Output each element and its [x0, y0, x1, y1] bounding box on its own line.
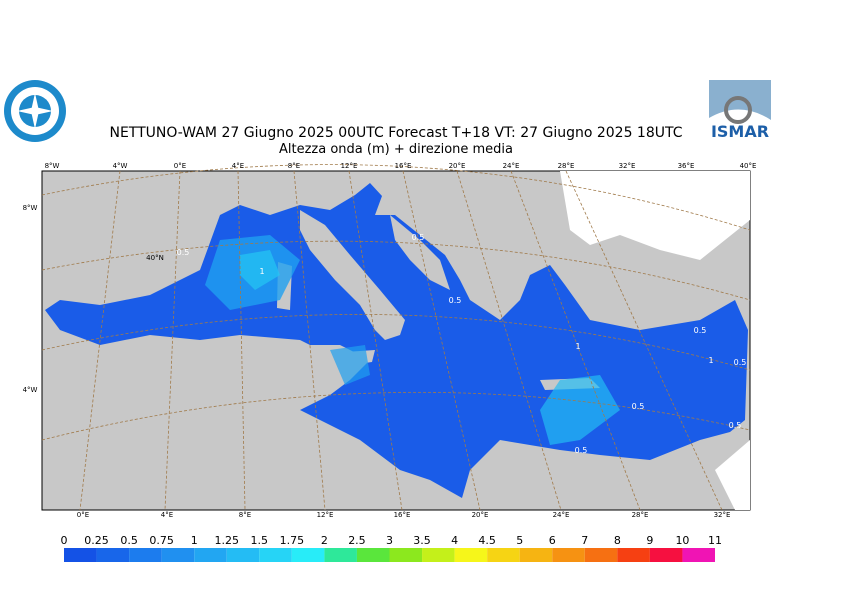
contour-label: 0.5 [694, 326, 707, 335]
colorbar-box [161, 548, 195, 562]
grid-label: 8°E [239, 511, 251, 519]
contour-label: 1 [575, 342, 580, 351]
colorbar-box [64, 548, 97, 562]
colorbar-box [584, 548, 618, 562]
colorbar-label: 5 [516, 534, 523, 547]
contour-label: 0.5 [734, 358, 747, 367]
colorbar-box [389, 548, 423, 562]
grid-label: 4°E [232, 162, 244, 170]
grid-label: 40°N [146, 254, 164, 262]
colorbar-label: 10 [675, 534, 689, 547]
grid-label: 4°W [113, 162, 128, 170]
grid-label: 40°E [740, 162, 757, 170]
colorbar-box [291, 548, 325, 562]
grid-label: 12°E [341, 162, 358, 170]
colorbar-label: 4.5 [478, 534, 496, 547]
colorbar-label: 1.75 [280, 534, 305, 547]
colorbar-box [226, 548, 260, 562]
svg-text:ISMAR: ISMAR [711, 122, 769, 141]
colorbar-label: 0.25 [84, 534, 109, 547]
colorbar-label: 0.5 [120, 534, 138, 547]
grid-label: 8°W [45, 162, 60, 170]
colorbar-label: 3.5 [413, 534, 431, 547]
grid-label: 16°E [394, 511, 411, 519]
subtitle: Altezza onda (m) + direzione media [279, 142, 513, 157]
grid-label: 24°E [553, 511, 570, 519]
colorbar-box [649, 548, 683, 562]
colorbar-label: 11 [708, 534, 722, 547]
colorbar-label: 2 [321, 534, 328, 547]
colorbar-box [96, 548, 130, 562]
colorbar-box [194, 548, 227, 562]
contour-label: 0.5 [632, 402, 645, 411]
title: NETTUNO-WAM 27 Giugno 2025 00UTC Forecas… [109, 125, 682, 141]
colorbar-label: 3 [386, 534, 393, 547]
logo-left [4, 80, 66, 142]
grid-label: 32°E [714, 511, 731, 519]
contour-label: 0.5 [412, 233, 425, 242]
contour-label: 0.5 [729, 421, 742, 430]
colorbar-box [552, 548, 585, 562]
colorbar-label: 0.75 [149, 534, 174, 547]
logo-right: ISMAR [709, 80, 771, 141]
colorbar-box [617, 548, 650, 562]
colorbar-label: 9 [646, 534, 653, 547]
grid-label: 16°E [395, 162, 412, 170]
grid-label: 8°W [23, 204, 38, 212]
colorbar-label: 6 [549, 534, 556, 547]
colorbar-label: 8 [614, 534, 621, 547]
grid-label: 28°E [632, 511, 649, 519]
grid-label: 24°E [503, 162, 520, 170]
colorbar-box [454, 548, 488, 562]
grid-label: 12°E [317, 511, 334, 519]
colorbar-label: 7 [581, 534, 588, 547]
colorbar-box [519, 548, 553, 562]
grid-label: 8°E [288, 162, 300, 170]
colorbar-label: 2.5 [348, 534, 366, 547]
colorbar-box [356, 548, 390, 562]
map [41, 164, 751, 511]
colorbar-label: 1.25 [215, 534, 240, 547]
colorbar-box [682, 548, 715, 562]
grid-label: 32°E [619, 162, 636, 170]
grid-label: 4°E [161, 511, 173, 519]
colorbar-label: 1 [191, 534, 198, 547]
grid-label: 20°E [472, 511, 489, 519]
colorbar-box [422, 548, 455, 562]
grid-label: 36°E [678, 162, 695, 170]
colorbar-label: 1.5 [251, 534, 269, 547]
contour-label: 0.5 [177, 248, 190, 257]
contour-label: 0.5 [449, 296, 462, 305]
grid-label: 0°E [174, 162, 186, 170]
colorbar-label: 0 [61, 534, 68, 547]
grid-label: 20°E [449, 162, 466, 170]
colorbar-box [324, 548, 357, 562]
colorbar-box [259, 548, 292, 562]
colorbar-box [129, 548, 162, 562]
colorbar-box [487, 548, 520, 562]
grid-label: 28°E [558, 162, 575, 170]
grid-label: 0°E [77, 511, 89, 519]
contour-label: 1 [259, 267, 264, 276]
colorbar-label: 4 [451, 534, 458, 547]
contour-label: 1 [708, 356, 713, 365]
grid-label: 4°W [23, 386, 38, 394]
contour-label: 0.5 [575, 446, 588, 455]
